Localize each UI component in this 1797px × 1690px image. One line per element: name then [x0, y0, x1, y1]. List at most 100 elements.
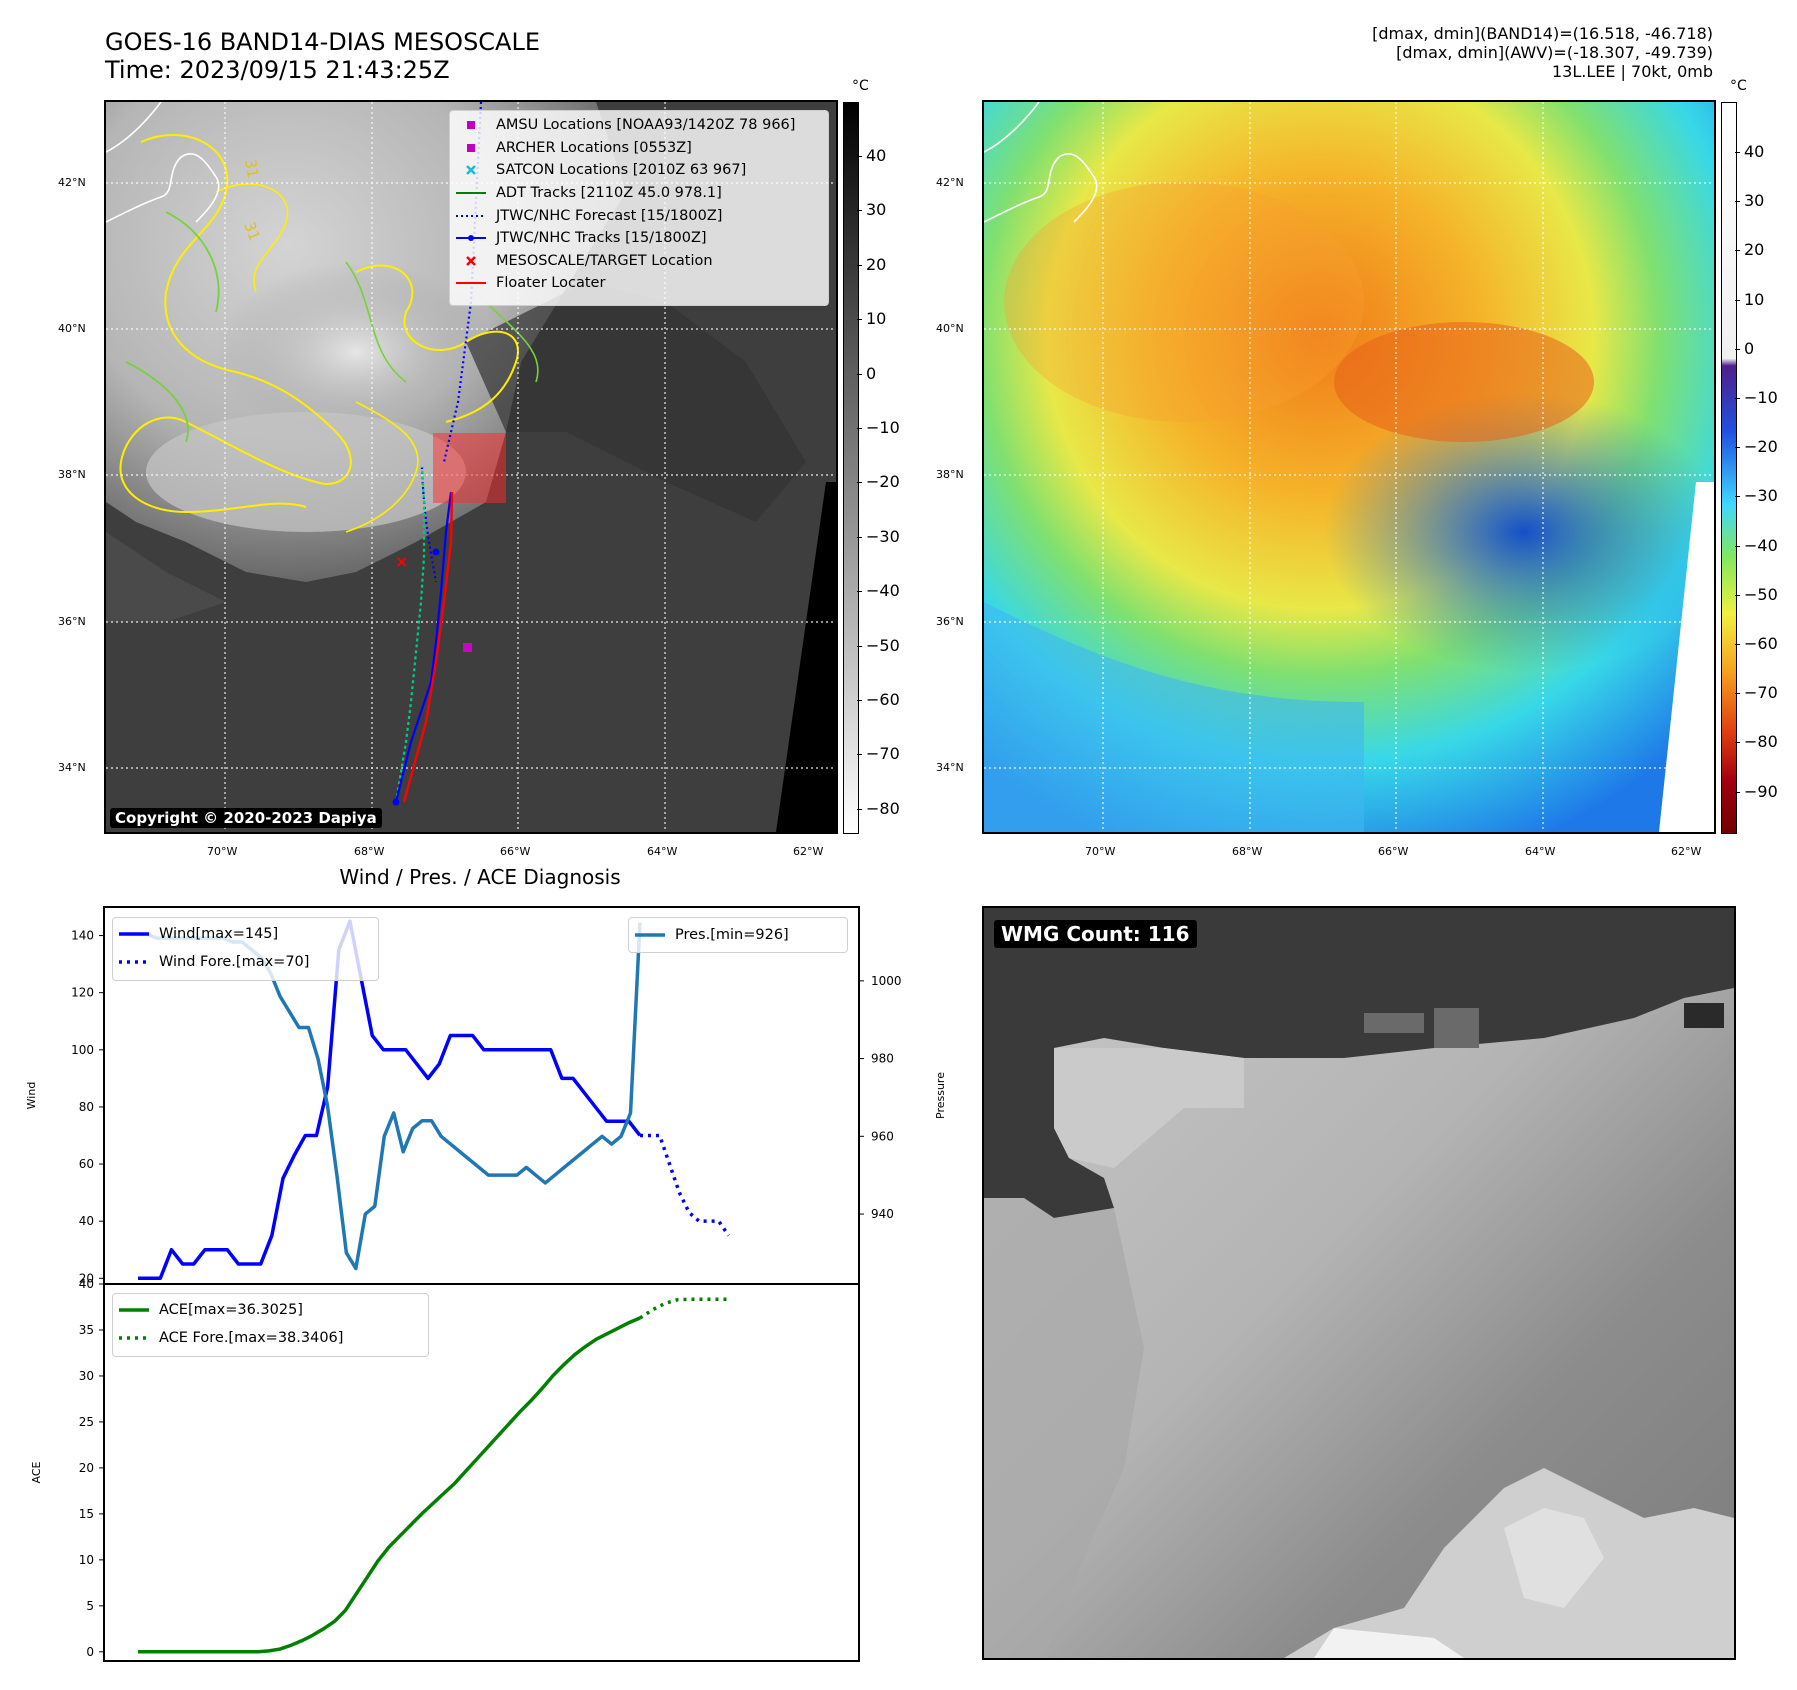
colorbar-tick-label: 30 — [866, 200, 887, 220]
jtwc-track-point — [392, 798, 400, 806]
colorbar-tick-mark — [1735, 348, 1740, 350]
jtwc-track — [394, 491, 453, 803]
longitude-label: 62°W — [1671, 845, 1702, 858]
data-range-info: [dmax, dmin](BAND14)=(16.518, -46.718) [… — [1372, 24, 1713, 81]
ir-legend-item: MESOSCALE/TARGET Location — [450, 250, 828, 273]
wmg-count-badge: WMG Count: 116 — [994, 920, 1197, 948]
ir-legend-label: JTWC/NHC Forecast [15/1800Z] — [496, 207, 723, 224]
colorbar-tick-mark — [1735, 594, 1740, 596]
colorbar-tick-label: 40 — [1744, 142, 1765, 161]
pressure-axis-tick-label: 940 — [871, 1207, 894, 1221]
ir-colorbar-ticks: 40 30 20 10 0 −10 −20 −30 −40 −50 −60 −70 −80 — [857, 102, 922, 832]
ir-legend-swatch — [456, 282, 486, 285]
colorbar-tick-mark — [857, 754, 862, 756]
wmg-panel: WMG Count: 116 — [982, 906, 1736, 1660]
colorbar-tick-label: −50 — [1744, 584, 1778, 604]
info-line-2: [dmax, dmin](AWV)=(-18.307, -49.739) — [1396, 43, 1713, 62]
colorbar-tick-mark — [857, 482, 862, 484]
colorbar-tick-label: 0 — [866, 363, 877, 383]
longitude-label: 70°W — [1085, 845, 1116, 858]
latitude-label: 40°N — [58, 322, 86, 335]
longitude-label: 66°W — [1378, 845, 1409, 858]
ace-forecast-line — [639, 1297, 729, 1320]
copyright-badge: Copyright © 2020-2023 Dapiya — [110, 808, 382, 828]
diagnosis-title: Wind / Pres. / ACE Diagnosis — [339, 865, 621, 889]
longitude-label: 68°W — [1232, 845, 1263, 858]
figure-title: GOES-16 BAND14-DIAS MESOSCALE Time: 2023… — [105, 28, 540, 84]
ir-colorbar-unit: °C — [852, 78, 869, 94]
contour-label: 31 — [240, 219, 263, 243]
wind-fore-legend-label: Wind Fore.[max=70] — [159, 954, 310, 970]
wind-axis-tick-label: 140 — [71, 929, 94, 943]
ir-legend-label: SATCON Locations [2010Z 63 967] — [496, 162, 747, 179]
ir-legend-item: SATCON Locations [2010Z 63 967] — [450, 159, 828, 182]
ace-fore-legend-label: ACE Fore.[max=38.3406] — [159, 1330, 344, 1346]
colorbar-tick-mark — [1735, 496, 1740, 498]
ace-axis-tick-label: 30 — [79, 1369, 94, 1383]
ace-axes-frame — [103, 1283, 860, 1662]
ir-legend-item: AMSU Locations [NOAA93/1420Z 78 966] — [450, 114, 828, 137]
wind-axis-label: Wind — [25, 1082, 38, 1110]
colorbar-tick-mark — [857, 156, 862, 157]
colorbar-tick-mark — [1735, 693, 1740, 695]
wind-forecast-line — [639, 1133, 731, 1237]
ir-legend-item: JTWC/NHC Forecast [15/1800Z] — [450, 204, 828, 227]
ir-legend-swatch — [456, 192, 486, 195]
colorbar-tick-label: −60 — [1744, 634, 1778, 653]
info-line-1: [dmax, dmin](BAND14)=(16.518, -46.718) — [1372, 24, 1713, 43]
floater-locater-line — [402, 491, 454, 803]
ace-legend-swatch — [119, 1308, 149, 1312]
ir-legend-label: ARCHER Locations [0553Z] — [496, 139, 692, 156]
ir-legend-swatch — [456, 214, 486, 217]
ace-series-line — [138, 1316, 641, 1654]
colorbar-tick-label: −80 — [866, 798, 900, 818]
colorbar-tick-label: −30 — [1744, 486, 1778, 506]
wv-colorbar — [1721, 102, 1737, 834]
pressure-axis-tick-label: 980 — [871, 1052, 894, 1066]
colorbar-tick-mark — [1735, 152, 1740, 153]
ace-axis-tick-label: 40 — [79, 1277, 94, 1291]
ace-axis-tick-label: 5 — [86, 1599, 94, 1613]
ir-legend-label: JTWC/NHC Tracks [15/1800Z] — [496, 230, 707, 247]
ace-axis-tick-label: 25 — [79, 1415, 94, 1429]
latitude-label: 34°N — [936, 761, 964, 774]
ace-axis-tick-label: 15 — [79, 1507, 94, 1521]
ir-legend-label: Floater Locater — [496, 275, 606, 292]
ace-axis-tick-label: 35 — [79, 1323, 94, 1337]
colorbar-tick-mark — [1735, 742, 1740, 744]
longitude-label: 64°W — [647, 845, 678, 858]
target-box — [433, 433, 506, 503]
wind-axis-tick-label: 100 — [71, 1043, 94, 1057]
pressure-axis-tick-label: 1000 — [871, 974, 902, 988]
wv-colorbar-unit: °C — [1730, 78, 1747, 94]
colorbar-tick-label: −70 — [866, 744, 900, 764]
wind-axis-tick-label: 40 — [79, 1214, 94, 1228]
ir-legend-swatch — [466, 255, 476, 266]
colorbar-tick-label: −60 — [866, 690, 900, 709]
ir-legend-label: ADT Tracks [2110Z 45.0 978.1] — [496, 185, 722, 202]
ace-axis-tick-label: 10 — [79, 1553, 94, 1567]
ir-legend-swatch — [456, 235, 486, 242]
colorbar-tick-label: −40 — [1744, 535, 1778, 555]
ir-satellite-panel: × 31 31 AMSU Locations [NOAA93/1420Z 78 … — [104, 100, 838, 834]
colorbar-tick-label: −70 — [1744, 683, 1778, 703]
ir-legend-swatch — [467, 121, 475, 130]
longitude-label: 68°W — [354, 845, 385, 858]
ace-axis-tick-label: 20 — [79, 1461, 94, 1475]
colorbar-tick-mark — [857, 264, 862, 266]
wv-colorbar-ticks: 40 30 20 10 0 −10 −20 −30 −40 −50 −60 −70 −80 −90 — [1735, 102, 1794, 832]
latitude-label: 42°N — [58, 176, 86, 189]
colorbar-tick-label: −50 — [866, 635, 900, 655]
ir-legend-label: AMSU Locations [NOAA93/1420Z 78 966] — [496, 117, 796, 134]
latitude-label: 38°N — [936, 468, 964, 481]
colorbar-tick-mark — [857, 808, 862, 810]
ace-axis-label: ACE — [30, 1461, 43, 1483]
latitude-label: 36°N — [936, 615, 964, 628]
colorbar-tick-mark — [1735, 201, 1740, 203]
ace-legend: ACE[max=36.3025] ACE Fore.[max=38.3406] — [112, 1293, 429, 1357]
latitude-label: 42°N — [936, 176, 964, 189]
colorbar-tick-label: −10 — [1744, 388, 1778, 407]
colorbar-tick-mark — [1735, 299, 1740, 301]
colorbar-tick-label: −30 — [866, 526, 900, 546]
